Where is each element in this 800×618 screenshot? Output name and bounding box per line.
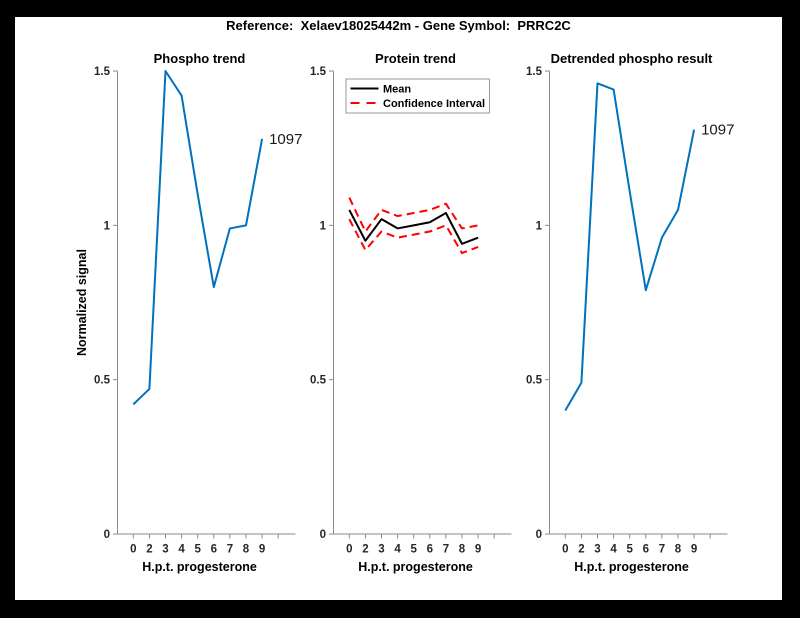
series-confidence-interval-upper bbox=[348, 197, 479, 233]
y-tick-label: 0 bbox=[536, 529, 542, 541]
series-phospho-signal bbox=[132, 70, 264, 406]
plot-title: Protein trend bbox=[375, 51, 456, 66]
x-axis-label: H.p.t. progesterone bbox=[142, 560, 257, 574]
y-tick-label: 0.5 bbox=[310, 375, 327, 387]
y-axis-label: Normalized signal bbox=[75, 249, 89, 356]
x-tick-label: 7 bbox=[227, 544, 233, 556]
x-tick-label: 9 bbox=[475, 544, 481, 556]
x-tick-label: 3 bbox=[594, 544, 600, 556]
x-tick-label: 6 bbox=[643, 544, 649, 556]
x-tick-label: 8 bbox=[459, 544, 466, 556]
y-tick-label: 1 bbox=[104, 220, 111, 232]
x-tick-label: 4 bbox=[394, 544, 401, 556]
y-tick-label: 1 bbox=[536, 220, 543, 232]
legend-label-mean: Mean bbox=[383, 84, 411, 96]
x-tick-label: 2 bbox=[146, 544, 152, 556]
figure-title: Reference: Xelaev18025442m - Gene Symbol… bbox=[226, 18, 571, 33]
x-tick-label: 3 bbox=[378, 544, 384, 556]
x-tick-label: 2 bbox=[362, 544, 368, 556]
x-tick-label: 5 bbox=[626, 544, 633, 556]
y-tick-label: 1.5 bbox=[526, 66, 543, 78]
series-mean bbox=[348, 209, 479, 245]
plot-title: Phospho trend bbox=[154, 51, 246, 66]
legend-label-confidence-interval: Confidence Interval bbox=[383, 98, 485, 110]
x-axis-label: H.p.t. progesterone bbox=[358, 560, 473, 574]
y-tick-label: 1 bbox=[320, 220, 327, 232]
x-tick-label: 6 bbox=[427, 544, 433, 556]
x-tick-label: 8 bbox=[675, 544, 682, 556]
x-tick-label: 5 bbox=[410, 544, 417, 556]
x-axis-label: H.p.t. progesterone bbox=[574, 560, 689, 574]
endpoint-annotation: 1097 bbox=[701, 122, 734, 139]
y-tick-label: 0 bbox=[320, 529, 326, 541]
y-tick-label: 0.5 bbox=[94, 375, 111, 387]
x-tick-label: 0 bbox=[130, 544, 136, 556]
legend: Mean Confidence Interval bbox=[345, 78, 490, 114]
x-tick-label: 4 bbox=[178, 544, 185, 556]
series-detrended-phospho-signal bbox=[564, 82, 696, 412]
x-tick-label: 6 bbox=[211, 544, 217, 556]
x-tick-label: 9 bbox=[691, 544, 697, 556]
x-tick-label: 2 bbox=[578, 544, 584, 556]
x-tick-label: 7 bbox=[659, 544, 665, 556]
legend-box bbox=[345, 78, 490, 114]
x-tick-label: 5 bbox=[194, 544, 201, 556]
x-tick-label: 7 bbox=[443, 544, 449, 556]
x-tick-label: 3 bbox=[162, 544, 168, 556]
figure-canvas bbox=[15, 17, 782, 600]
plot-title: Detrended phospho result bbox=[551, 51, 713, 66]
y-tick-label: 0.5 bbox=[526, 375, 543, 387]
y-tick-label: 0 bbox=[104, 529, 110, 541]
x-tick-label: 0 bbox=[346, 544, 352, 556]
endpoint-annotation: 1097 bbox=[269, 131, 302, 148]
y-tick-label: 1.5 bbox=[310, 66, 327, 78]
x-tick-label: 4 bbox=[610, 544, 617, 556]
x-tick-label: 8 bbox=[243, 544, 250, 556]
series-confidence-interval-lower bbox=[348, 218, 479, 255]
x-tick-label: 9 bbox=[259, 544, 265, 556]
x-tick-label: 0 bbox=[562, 544, 568, 556]
y-tick-label: 1.5 bbox=[94, 66, 111, 78]
